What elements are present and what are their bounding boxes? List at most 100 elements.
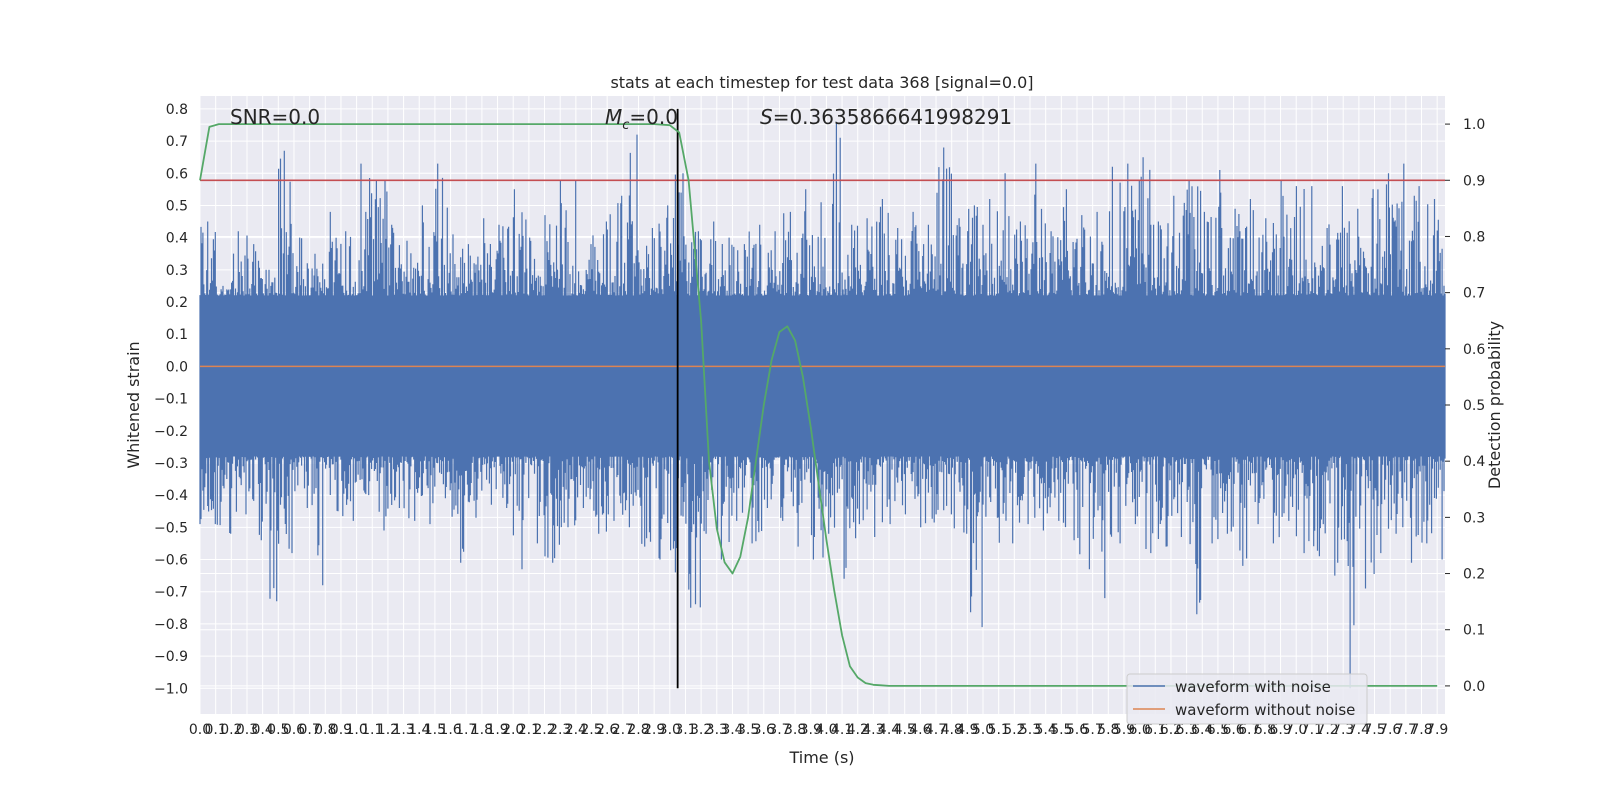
y-tick-label: −0.7	[154, 585, 188, 601]
x-tick-label: 1.1	[361, 722, 383, 738]
annotation-chirp-mass: Mc=0.0	[605, 105, 678, 133]
x-axis-label: Time (s)	[788, 748, 854, 767]
x-tick-label: 0.5	[267, 722, 289, 738]
x-tick-label: 0.4	[252, 722, 274, 738]
x-tick-label: 7.4	[1348, 722, 1370, 738]
x-tick-label: 4.8	[941, 722, 963, 738]
x-tick-label: 1.8	[471, 722, 493, 738]
x-tick-label: 5.2	[1003, 722, 1025, 738]
x-tick-label: 3.4	[721, 722, 743, 738]
x-tick-label: 3.2	[690, 722, 712, 738]
annotation-snr: SNR=0.0	[230, 105, 320, 129]
y-tick-label: −0.4	[154, 488, 188, 504]
x-tick-label: 0.3	[236, 722, 258, 738]
y-tick-label: 0.7	[166, 134, 188, 150]
x-tick-label: 1.4	[408, 722, 430, 738]
x-tick-label: 2.0	[502, 722, 524, 738]
series-lines	[199, 108, 1445, 689]
y-tick-label: −0.1	[154, 392, 188, 408]
x-tick-label: 7.6	[1379, 722, 1401, 738]
x-tick-label: 1.0	[345, 722, 367, 738]
x-tick-label: 5.8	[1097, 722, 1119, 738]
x-axis-ticks: 0.00.10.20.30.40.50.60.70.80.91.01.11.21…	[189, 722, 1448, 738]
y-axis-label: Whitened strain	[124, 341, 143, 468]
legend: waveform with noise waveform without noi…	[1126, 673, 1368, 725]
x-tick-label: 1.7	[455, 722, 477, 738]
y-tick-label: −0.3	[154, 456, 188, 472]
y2-tick-label: 0.8	[1463, 229, 1485, 245]
y-tick-label: −1.0	[154, 681, 188, 697]
y-tick-label: −0.2	[154, 424, 188, 440]
x-tick-label: 6.5	[1207, 722, 1229, 738]
x-tick-label: 3.6	[753, 722, 775, 738]
x-tick-label: 4.3	[862, 722, 884, 738]
x-tick-label: 6.1	[1144, 722, 1166, 738]
x-tick-label: 0.8	[314, 722, 336, 738]
y2-tick-label: 0.6	[1463, 342, 1485, 358]
y2-tick-label: 0.2	[1463, 567, 1485, 583]
x-tick-label: 7.8	[1410, 722, 1432, 738]
x-tick-label: 6.7	[1238, 722, 1260, 738]
y2-axis-ticks: 1.0 0.9 0.8 0.7 0.6 0.5 0.4 0.3 0.2 0.1 0.0	[1445, 117, 1485, 695]
x-tick-label: 7.3	[1332, 722, 1354, 738]
legend-box	[1126, 673, 1368, 725]
x-tick-label: 4.9	[956, 722, 978, 738]
x-tick-label: 4.7	[925, 722, 947, 738]
x-tick-label: 1.3	[392, 722, 414, 738]
x-tick-label: 3.3	[706, 722, 728, 738]
x-tick-label: 1.9	[486, 722, 508, 738]
y2-tick-label: 0.5	[1463, 398, 1485, 414]
x-tick-label: 4.1	[831, 722, 853, 738]
x-tick-label: 3.9	[800, 722, 822, 738]
y-tick-label: 0.0	[166, 359, 188, 375]
x-tick-label: 6.6	[1222, 722, 1244, 738]
y-tick-label: −0.5	[154, 520, 188, 536]
x-tick-label: 2.4	[565, 722, 587, 738]
x-tick-label: 0.2	[220, 722, 242, 738]
y-axis-ticks: 0.8 0.7 0.6 0.5 0.4 0.3 0.2 0.1 0.0 −0.1 −0.2 −0.3 −…	[154, 102, 188, 697]
x-tick-label: 6.3	[1175, 722, 1197, 738]
x-tick-label: 0.7	[298, 722, 320, 738]
x-tick-label: 6.0	[1128, 722, 1150, 738]
x-tick-label: 3.1	[674, 722, 696, 738]
x-tick-label: 3.5	[737, 722, 759, 738]
y2-axis-label: Detection probability	[1485, 321, 1504, 489]
x-tick-label: 6.4	[1191, 722, 1213, 738]
x-tick-label: 2.5	[580, 722, 602, 738]
x-tick-label: 3.0	[659, 722, 681, 738]
x-tick-label: 7.2	[1316, 722, 1338, 738]
y-tick-label: 0.6	[166, 166, 188, 182]
x-tick-label: 4.5	[894, 722, 916, 738]
x-tick-label: 6.8	[1254, 722, 1276, 738]
x-tick-label: 5.7	[1082, 722, 1104, 738]
x-tick-label: 7.0	[1285, 722, 1307, 738]
y2-tick-label: 0.0	[1463, 679, 1485, 695]
y2-tick-label: 0.7	[1463, 286, 1485, 302]
legend-label-clean: waveform without noise	[1175, 701, 1355, 719]
y-tick-label: 0.4	[166, 231, 188, 247]
detection-probability-line	[199, 123, 1438, 687]
x-tick-label: 0.9	[330, 722, 352, 738]
legend-label-noise: waveform with noise	[1175, 678, 1331, 696]
x-tick-label: 5.4	[1035, 722, 1057, 738]
x-tick-label: 5.3	[1019, 722, 1041, 738]
y-tick-label: −0.9	[154, 649, 188, 665]
x-tick-label: 4.6	[909, 722, 931, 738]
x-tick-label: 2.2	[533, 722, 555, 738]
y2-tick-label: 0.1	[1463, 623, 1485, 639]
x-tick-label: 2.1	[518, 722, 540, 738]
x-tick-label: 2.7	[612, 722, 634, 738]
x-tick-label: 5.0	[972, 722, 994, 738]
x-tick-label: 2.6	[596, 722, 618, 738]
y-tick-label: 0.5	[166, 198, 188, 214]
y2-tick-label: 0.3	[1463, 510, 1485, 526]
x-tick-label: 7.1	[1301, 722, 1323, 738]
x-tick-label: 1.2	[377, 722, 399, 738]
x-tick-label: 4.0	[815, 722, 837, 738]
x-tick-label: 2.9	[643, 722, 665, 738]
x-tick-label: 2.3	[549, 722, 571, 738]
x-tick-label: 2.8	[627, 722, 649, 738]
x-tick-label: 0.6	[283, 722, 305, 738]
y-tick-label: 0.2	[166, 295, 188, 311]
